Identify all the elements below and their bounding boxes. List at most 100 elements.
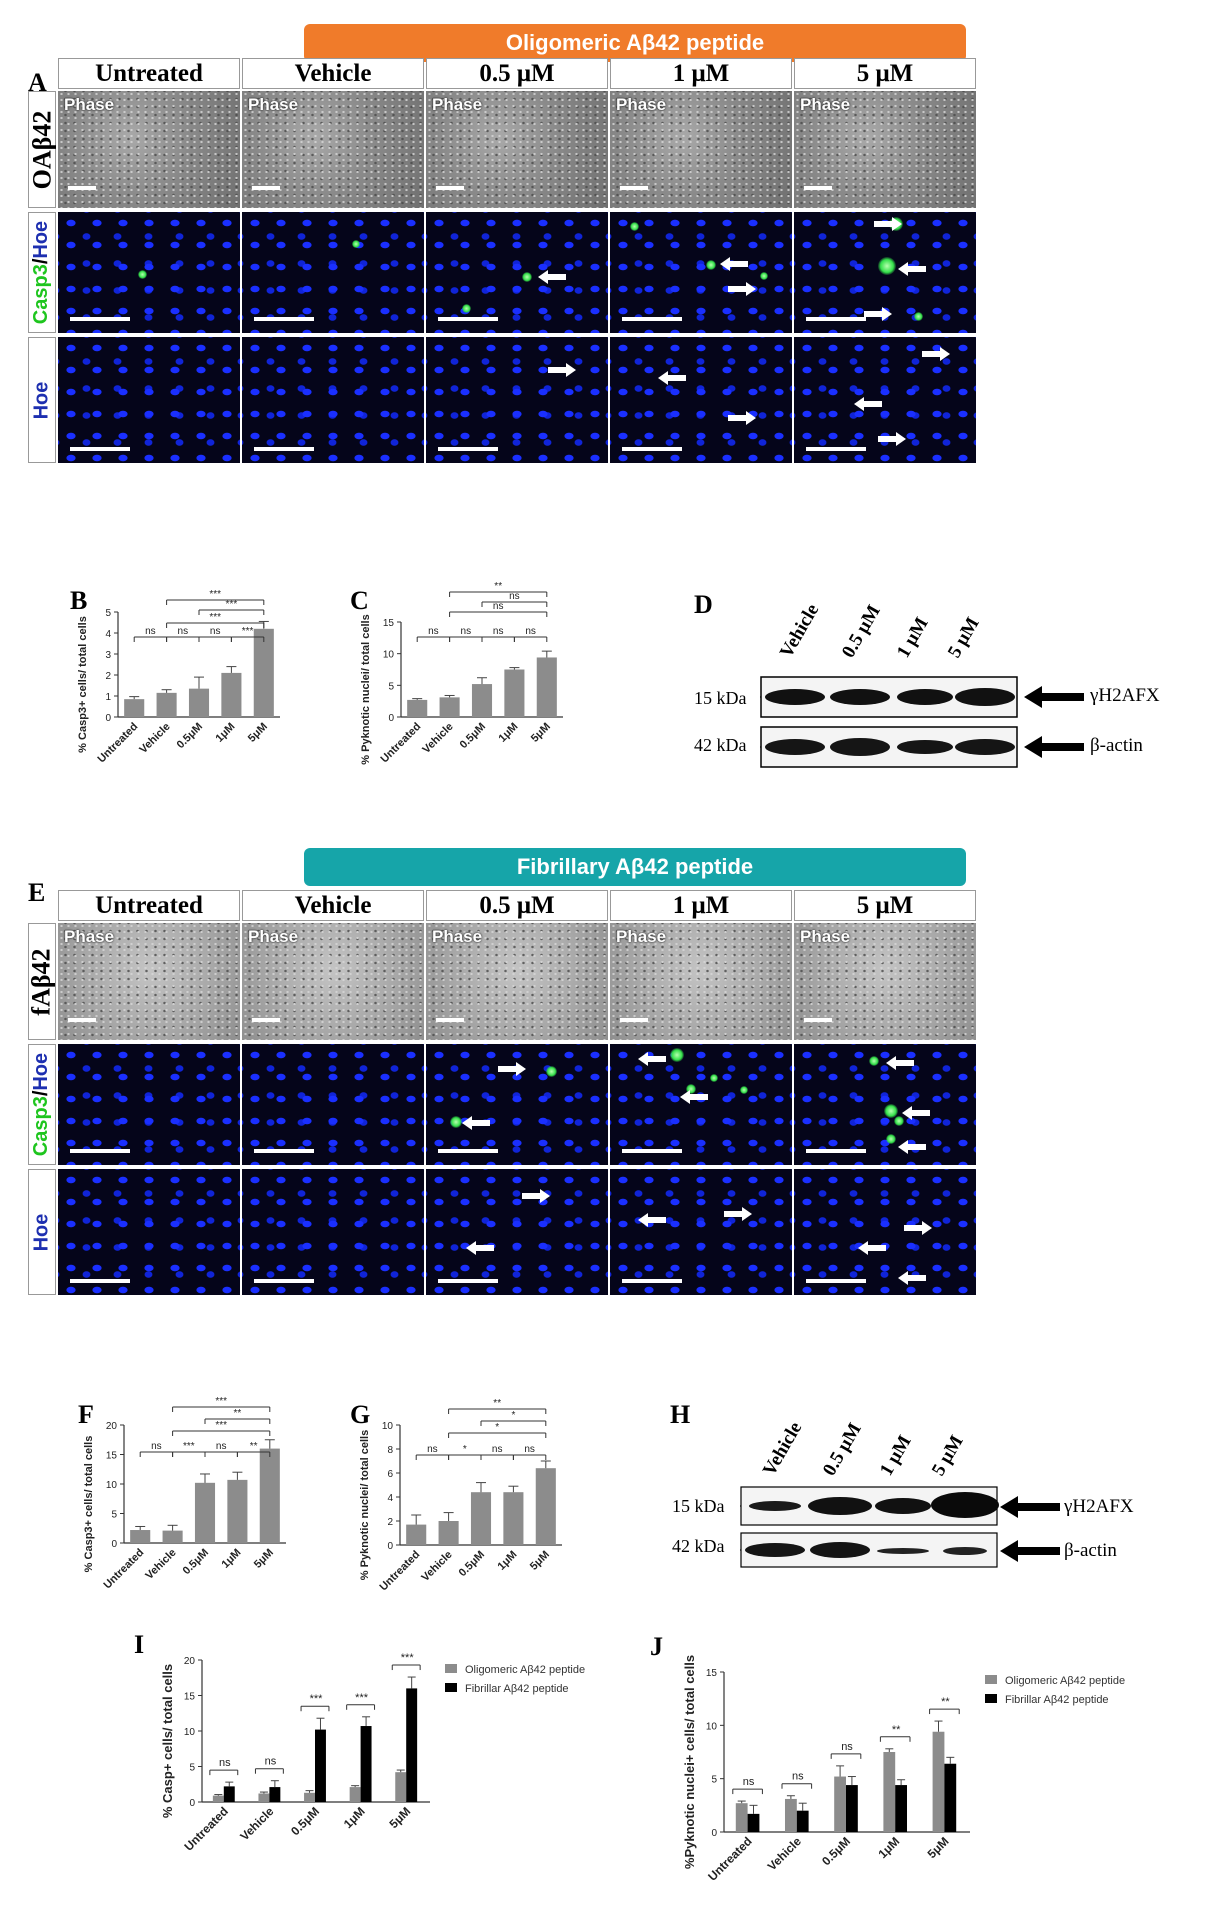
row-label-casp3-hoe: Casp3/Hoe bbox=[28, 212, 56, 333]
phase-micrograph: Phase bbox=[58, 91, 240, 208]
blot-h-marker-42kda: 42 kDa bbox=[672, 1536, 725, 1556]
chart-j-pyknotic-comparison: 0 5 10 15 ns Untreated ns Vehicle ns 0.5μM ** 1μM **… bbox=[682, 1655, 1125, 1884]
legend-label: Fibrillar Aβ42 peptide bbox=[465, 1683, 569, 1695]
column-header: 1 μM bbox=[610, 58, 792, 89]
significance-label: ns bbox=[145, 626, 156, 637]
significance-label: ns bbox=[151, 1441, 162, 1452]
significance-label: ns bbox=[427, 1444, 438, 1455]
arrow-icon bbox=[638, 1213, 666, 1227]
significance-label: ** bbox=[493, 1398, 501, 1409]
casp3-positive-cell bbox=[686, 1084, 696, 1094]
separator-label: / bbox=[30, 1090, 53, 1097]
casp3-hoe-micrograph bbox=[426, 212, 608, 333]
legend-swatch bbox=[985, 1694, 997, 1703]
significance-label: ** bbox=[941, 1696, 950, 1708]
blot-h-bands bbox=[740, 1486, 999, 1568]
arrow-icon bbox=[498, 1062, 526, 1076]
y-tick-label: 0 bbox=[387, 1541, 393, 1552]
arrow-shape bbox=[538, 270, 566, 284]
bar bbox=[194, 1482, 216, 1543]
x-tick-label: 0.5μM bbox=[288, 1804, 322, 1838]
significance-label: * bbox=[511, 1410, 515, 1421]
significance-label: *** bbox=[209, 612, 221, 623]
scale-bar bbox=[620, 1018, 648, 1022]
arrow-shape bbox=[728, 411, 756, 425]
blot-d-bands bbox=[760, 676, 1018, 768]
arrow-icon bbox=[466, 1241, 494, 1255]
bar bbox=[407, 699, 428, 717]
y-tick-label: 0 bbox=[189, 1798, 195, 1809]
panel-letter-f: F bbox=[78, 1400, 94, 1429]
arrow-icon bbox=[728, 282, 756, 296]
significance-label: ns bbox=[841, 1741, 853, 1753]
row-label-treatment: fAβ42 bbox=[27, 923, 56, 1040]
phase-label: Phase bbox=[248, 927, 299, 946]
arrow-shape bbox=[638, 1213, 666, 1227]
phase-micrograph: Phase bbox=[610, 923, 792, 1040]
arrow-icon bbox=[858, 1241, 886, 1255]
bar bbox=[471, 684, 493, 717]
bar bbox=[504, 669, 525, 717]
significance-label: *** bbox=[310, 1693, 324, 1705]
casp3-positive-cell bbox=[706, 260, 716, 270]
casp3-hoe-micrograph bbox=[610, 212, 792, 333]
arrow-shape bbox=[886, 1056, 914, 1070]
scale-bar bbox=[252, 1018, 280, 1022]
panel-letter-g: G bbox=[350, 1400, 371, 1429]
blot-d-lane-label: 5 μM bbox=[943, 613, 984, 662]
hoe-micrograph bbox=[794, 1169, 976, 1295]
blot-h-arrows bbox=[1000, 1496, 1060, 1562]
arrow-icon bbox=[462, 1116, 490, 1130]
arrow-shape bbox=[498, 1062, 526, 1076]
casp3-hoe-micrograph bbox=[426, 1044, 608, 1165]
bar bbox=[223, 1786, 235, 1802]
arrow-icon bbox=[538, 270, 566, 284]
x-tick-label: Untreated bbox=[102, 1547, 147, 1592]
x-tick-label: Vehicle bbox=[237, 1804, 276, 1843]
blot-d-marker-42kda: 42 kDa bbox=[694, 735, 747, 755]
phase-label: Phase bbox=[800, 927, 851, 946]
bar bbox=[130, 1530, 151, 1543]
oligomeric-banner: Oligomeric Aβ42 peptide bbox=[304, 24, 966, 62]
phase-micrograph: Phase bbox=[242, 91, 424, 208]
casp3-positive-cell bbox=[546, 1066, 557, 1077]
panel-letter-j: J bbox=[650, 1632, 663, 1661]
scale-bar bbox=[254, 1149, 314, 1153]
bar bbox=[395, 1772, 407, 1802]
significance-label: ns bbox=[492, 1444, 503, 1455]
casp3-positive-cell bbox=[670, 1048, 684, 1062]
bar bbox=[269, 1787, 281, 1802]
scale-bar bbox=[806, 317, 866, 321]
casp3-positive-cell bbox=[630, 222, 639, 231]
column-header: 0.5 μM bbox=[426, 58, 608, 89]
y-tick-label: 8 bbox=[387, 1445, 393, 1456]
bar bbox=[735, 1803, 748, 1832]
bar bbox=[406, 1524, 427, 1545]
scale-bar bbox=[438, 1149, 498, 1153]
column-header: 1 μM bbox=[610, 890, 792, 921]
x-tick-label: Vehicle bbox=[420, 721, 455, 756]
fibrillary-banner: Fibrillary Aβ42 peptide bbox=[304, 848, 966, 886]
y-tick-label: 15 bbox=[706, 1668, 718, 1679]
bar bbox=[846, 1785, 858, 1832]
significance-label: ns bbox=[509, 591, 520, 602]
casp3-label: Casp3 bbox=[30, 1096, 53, 1157]
arrow-icon bbox=[922, 347, 950, 361]
y-axis-label: % Casp+ cells/ total cells bbox=[160, 1664, 175, 1818]
blot-d-target-actin: β-actin bbox=[1090, 735, 1143, 756]
bar bbox=[221, 672, 242, 717]
arrow-icon bbox=[522, 1189, 550, 1203]
blot-d-arrows bbox=[1024, 686, 1084, 758]
column-header: 5 μM bbox=[794, 890, 976, 921]
row-label-hoe: Hoe bbox=[28, 337, 56, 463]
scale-bar bbox=[804, 186, 832, 190]
significance-label: ns bbox=[178, 626, 189, 637]
scale-bar bbox=[436, 1018, 464, 1022]
arrow-shape bbox=[922, 347, 950, 361]
blot-h-lane-label: 0.5 μM bbox=[818, 1419, 866, 1480]
y-tick-label: 10 bbox=[382, 1421, 394, 1432]
x-tick-label: Untreated bbox=[181, 1804, 231, 1854]
scale-bar bbox=[806, 447, 866, 451]
significance-label: ns bbox=[461, 626, 472, 637]
significance-label: ** bbox=[892, 1724, 901, 1736]
